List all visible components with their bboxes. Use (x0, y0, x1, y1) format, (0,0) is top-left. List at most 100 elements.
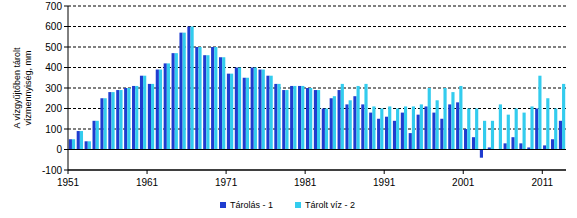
bar (317, 90, 320, 149)
bar (436, 100, 439, 149)
x-tick-label: 1961 (136, 177, 159, 188)
y-tick (64, 170, 68, 171)
bar (404, 106, 407, 149)
bar (377, 119, 380, 150)
bar (472, 137, 475, 149)
bar (69, 139, 72, 149)
bar (551, 139, 554, 149)
bar (88, 141, 91, 149)
x-tick-label: 2001 (452, 177, 475, 188)
bar (306, 88, 309, 150)
bar (274, 84, 277, 150)
bar (396, 109, 399, 150)
bar (179, 33, 182, 150)
bar (266, 76, 269, 150)
bar (401, 113, 404, 150)
bar (211, 47, 214, 150)
grid-line (68, 149, 566, 150)
bar (530, 106, 533, 149)
bar (262, 70, 265, 150)
bar (277, 84, 280, 150)
bar (285, 90, 288, 149)
bar (385, 117, 388, 150)
bar (443, 88, 446, 150)
y-label-line: vízmennyiség, mm (23, 50, 33, 125)
bar (480, 150, 483, 158)
bar (206, 55, 209, 149)
bar (140, 76, 143, 150)
y-tick (64, 26, 68, 27)
bar (135, 86, 138, 150)
bar (483, 121, 486, 150)
y-tick-label: 200 (45, 103, 62, 114)
bar (409, 133, 412, 149)
bar (361, 104, 364, 149)
y-tick (64, 129, 68, 130)
legend-label: Tárolás - 1 (230, 200, 273, 210)
bar (235, 68, 238, 150)
bar (333, 96, 336, 149)
bar (198, 47, 201, 150)
bar (77, 131, 80, 149)
bar (314, 90, 317, 149)
bar (100, 98, 103, 149)
bar (475, 109, 478, 150)
y-axis (68, 6, 69, 170)
bar (80, 131, 83, 149)
legend-swatch (295, 202, 301, 208)
y-tick-label: 700 (45, 1, 62, 12)
bar (230, 74, 233, 150)
grid-line (68, 170, 566, 171)
bar (143, 76, 146, 150)
bar (380, 109, 383, 150)
y-tick-label: 400 (45, 62, 62, 73)
bar (148, 84, 151, 150)
x-tick-label: 1951 (57, 177, 80, 188)
bar (515, 109, 518, 150)
x-tick (542, 170, 543, 174)
bar (448, 104, 451, 149)
bar (425, 106, 428, 149)
bar (183, 33, 186, 150)
y-tick-label: 300 (45, 83, 62, 94)
bar (322, 109, 325, 150)
bar (172, 53, 175, 149)
y-tick (64, 108, 68, 109)
y-tick-label: 500 (45, 42, 62, 53)
bar (111, 92, 114, 149)
bar (298, 86, 301, 150)
y-tick-label: 600 (45, 21, 62, 32)
bar (72, 139, 75, 149)
bar (330, 98, 333, 149)
bar (214, 47, 217, 150)
bar (451, 92, 454, 149)
bar (535, 109, 538, 150)
bars (69, 27, 565, 158)
bar (301, 86, 304, 150)
bar (499, 104, 502, 149)
bar (364, 84, 367, 150)
y-tick (64, 6, 68, 7)
bar (519, 143, 522, 149)
bar (203, 55, 206, 149)
bar (195, 47, 198, 150)
grid-line (68, 47, 566, 48)
bar (325, 109, 328, 150)
bar (309, 88, 312, 150)
bar (467, 109, 470, 150)
grid-line (68, 6, 566, 7)
x-tick (226, 170, 227, 174)
y-tick (64, 47, 68, 48)
bar (219, 57, 222, 149)
legend-label: Tárolt víz - 2 (305, 200, 355, 210)
x-tick-label: 1991 (373, 177, 396, 188)
bar (562, 84, 565, 150)
bar (428, 88, 431, 150)
bar (243, 78, 246, 150)
x-tick (147, 170, 148, 174)
bar (270, 76, 273, 150)
y-tick (64, 67, 68, 68)
bar (543, 145, 546, 149)
bar (124, 88, 127, 150)
bar (349, 100, 352, 149)
